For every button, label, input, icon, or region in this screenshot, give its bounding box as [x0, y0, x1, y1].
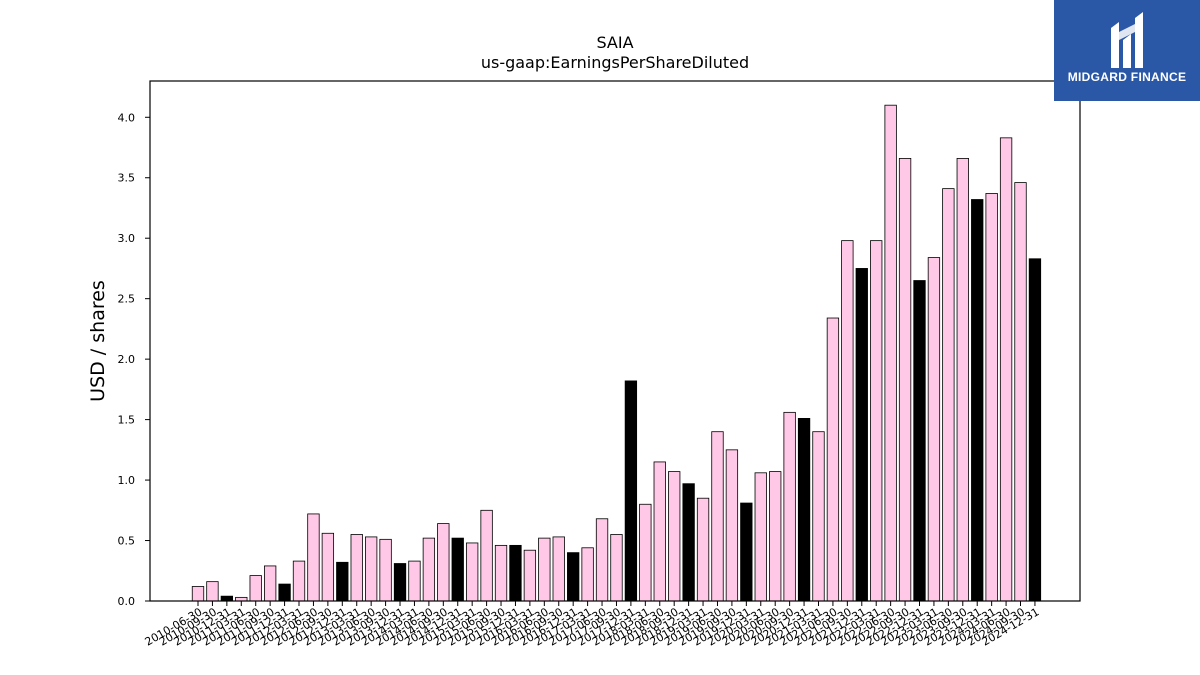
bar-2017-09-30	[610, 534, 623, 602]
bar-2018-12-31	[682, 483, 695, 602]
x-axis-ticks: 2010-06-302010-09-302010-12-312011-03-31…	[143, 601, 1041, 649]
bar-2010-09-30	[206, 581, 219, 602]
bar-2012-03-31	[292, 560, 306, 602]
bar-2014-06-30	[422, 537, 436, 602]
bar-2022-12-31	[913, 280, 926, 602]
y-tick-label: 3.5	[118, 172, 136, 185]
y-tick-label: 1.5	[118, 414, 136, 427]
bar-2020-09-30	[783, 411, 796, 602]
y-tick-label: 4.0	[118, 111, 136, 124]
bar-2012-12-31	[336, 561, 349, 602]
plot-frame	[149, 80, 1081, 602]
y-tick-label: 2.5	[118, 293, 136, 306]
bar-2020-12-31	[797, 417, 811, 602]
bar-2023-12-31	[971, 199, 984, 602]
bar-2011-12-31	[278, 583, 291, 602]
bar-2014-09-30	[437, 523, 450, 602]
bar-2016-09-30	[552, 536, 565, 602]
bar-2022-06-30	[884, 104, 897, 602]
bar-2021-03-31	[812, 431, 825, 602]
bar-2011-09-30	[263, 565, 277, 602]
chart-subtitle: us-gaap:EarningsPerShareDiluted	[481, 53, 749, 72]
bar-2020-03-31	[754, 472, 767, 602]
y-tick-label: 1.0	[118, 474, 136, 487]
bar-2023-06-30	[942, 188, 955, 602]
bar-2024-12-31	[1028, 258, 1042, 602]
bar-2017-03-31	[581, 547, 594, 602]
bar-2012-06-30	[307, 513, 320, 602]
bars-group	[191, 104, 1042, 602]
chart-title: SAIA	[596, 33, 633, 52]
bar-2013-09-30	[379, 538, 392, 602]
y-axis-label: USD / shares	[87, 280, 109, 402]
bar-2014-12-31	[451, 537, 464, 602]
bar-2023-03-31	[927, 257, 941, 602]
bar-2019-12-31	[740, 502, 753, 602]
bar-2011-06-30	[249, 575, 262, 602]
bar-2024-09-30	[1014, 182, 1027, 602]
bar-2018-03-31	[639, 503, 652, 602]
bar-2016-06-30	[538, 537, 551, 602]
bar-2021-06-30	[826, 317, 840, 602]
brand-logo: MIDGARD FINANCE	[1054, 0, 1200, 101]
bar-2024-03-31	[985, 193, 998, 602]
y-tick-label: 2.0	[118, 353, 136, 366]
bar-2013-12-31	[393, 563, 407, 602]
bar-2019-03-31	[696, 497, 710, 602]
bar-2022-03-31	[870, 240, 883, 602]
bar-2016-03-31	[523, 549, 537, 602]
bar-2013-06-30	[365, 536, 378, 602]
bar-2018-09-30	[668, 471, 681, 602]
bar-2015-03-31	[466, 542, 479, 602]
brand-name: MIDGARD FINANCE	[1067, 70, 1187, 84]
bar-2017-06-30	[595, 518, 609, 602]
bar-2021-09-30	[841, 240, 854, 602]
bar-2019-06-30	[711, 431, 724, 602]
bar-2023-09-30	[956, 157, 969, 602]
bar-2019-09-30	[725, 449, 739, 602]
y-axis-ticks: 0.0 0.5 1.0 1.5 2.0 2.5 3.0 3.5 4.0	[118, 111, 150, 608]
bar-2020-06-30	[769, 471, 782, 602]
bar-2015-12-31	[509, 544, 522, 602]
y-tick-label: 0.0	[118, 595, 136, 608]
bar-2022-09-30	[898, 157, 912, 602]
bar-2018-06-30	[653, 461, 666, 602]
y-tick-label: 3.0	[118, 232, 136, 245]
bar-2010-12-31	[220, 595, 234, 602]
bar-2010-06-30	[191, 586, 205, 602]
midgard-logo-icon	[1111, 12, 1143, 68]
bar-2016-12-31	[567, 552, 580, 602]
bar-2015-09-30	[494, 544, 508, 602]
bar-2024-06-30	[999, 137, 1013, 602]
bar-2014-03-31	[408, 560, 421, 602]
bar-2015-06-30	[480, 509, 493, 602]
y-tick-label: 0.5	[118, 535, 136, 548]
bar-2012-09-30	[321, 532, 335, 602]
bar-2017-12-31	[624, 380, 638, 602]
bar-2013-03-31	[350, 534, 363, 602]
bar-2021-12-31	[855, 268, 868, 602]
